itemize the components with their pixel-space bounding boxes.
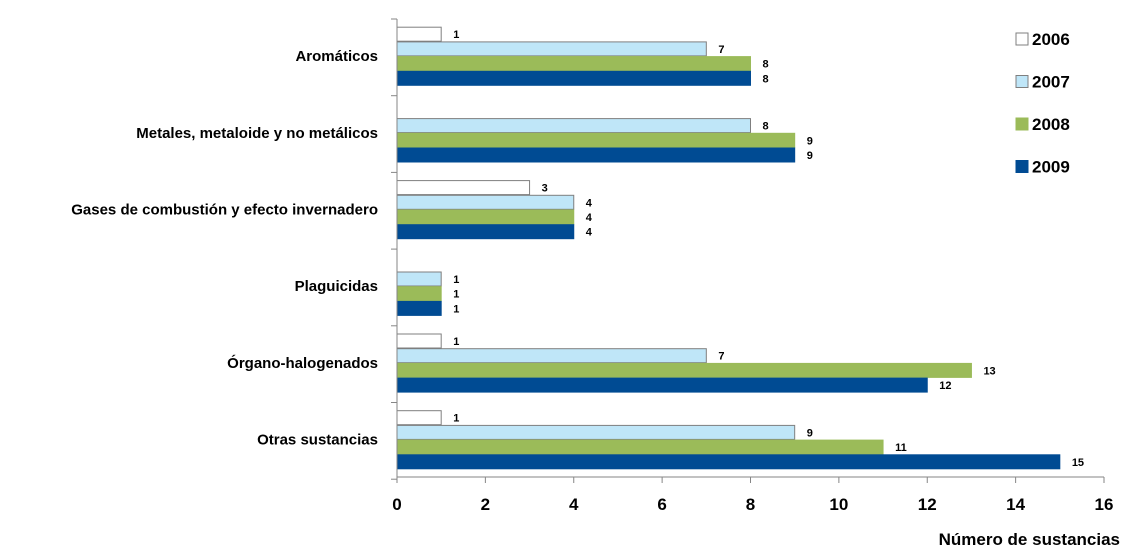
bar-gases-de-combustion-y-efecto-invernadero-2009: [396, 224, 575, 240]
data-label-otras-sustancias-2008: 11: [895, 442, 907, 454]
category-label-plaguicidas: Plaguicidas: [295, 278, 378, 295]
x-tick-label-12: 12: [918, 495, 937, 514]
bar-otras-sustancias-2006: [396, 410, 442, 426]
plot-area: 1 7 8 8 Aromáticos 8 9 9 Metales, metaloide y no…: [71, 18, 1114, 514]
category-label-aromaticos: Aromáticos: [295, 48, 378, 65]
data-label-gases-de-combustion-y-efecto-invernadero-2006: 3: [542, 183, 548, 195]
x-tick-label-8: 8: [746, 495, 755, 514]
bar-metales-metaloide-y-no-metalicos-2007: [396, 118, 751, 134]
bar-gases-de-combustion-y-efecto-invernadero-2007: [396, 194, 575, 210]
legend-swatch-2008: [1015, 117, 1029, 131]
x-tick-label-4: 4: [569, 495, 579, 514]
legend-label-2009: 2009: [1032, 158, 1070, 177]
data-label-gases-de-combustion-y-efecto-invernadero-2008: 4: [586, 212, 593, 224]
x-tick-label-2: 2: [481, 495, 490, 514]
bar-gases-de-combustion-y-efecto-invernadero-2008: [396, 209, 575, 225]
bar-aromaticos-2009: [396, 70, 751, 86]
bar-otras-sustancias-2007: [396, 424, 796, 440]
legend-label-2008: 2008: [1032, 115, 1070, 134]
bar-plaguicidas-2009: [396, 300, 442, 316]
bar-aromaticos-2007: [396, 41, 707, 57]
legend-swatch-2007: [1015, 75, 1029, 88]
data-label-aromaticos-2009: 8: [763, 73, 769, 85]
bar-metales-metaloide-y-no-metalicos-2009: [396, 147, 796, 163]
data-label-otras-sustancias-2006: 1: [453, 413, 459, 425]
legend-swatch-2009: [1015, 160, 1029, 173]
data-label-plaguicidas-2008: 1: [453, 289, 459, 301]
bar-plaguicidas-2008: [396, 286, 442, 302]
data-label-metales-metaloide-y-no-metalicos-2007: 8: [763, 121, 769, 133]
legend-swatch-2006: [1015, 32, 1029, 46]
legend: 2006 2007 2008 2009: [1015, 30, 1070, 177]
data-label-otras-sustancias-2009: 15: [1072, 457, 1084, 469]
data-label-organo-halogenados-2006: 1: [453, 336, 459, 348]
data-label-otras-sustancias-2007: 9: [807, 427, 813, 439]
x-tick-label-0: 0: [392, 495, 401, 514]
bar-otras-sustancias-2009: [396, 454, 1061, 470]
data-label-aromaticos-2006: 1: [453, 29, 459, 41]
legend-label-2007: 2007: [1032, 73, 1070, 92]
category-label-organo-halogenados: Órgano-halogenados: [227, 354, 378, 372]
data-label-organo-halogenados-2008: 13: [983, 365, 995, 377]
bar-organo-halogenados-2009: [396, 377, 928, 393]
bar-plaguicidas-2007: [396, 271, 442, 287]
bar-gases-de-combustion-y-efecto-invernadero-2006: [396, 180, 531, 196]
data-label-plaguicidas-2009: 1: [453, 303, 459, 315]
data-label-organo-halogenados-2007: 7: [718, 351, 724, 363]
data-label-organo-halogenados-2009: 12: [939, 380, 951, 392]
data-label-gases-de-combustion-y-efecto-invernadero-2009: 4: [586, 227, 593, 239]
data-label-gases-de-combustion-y-efecto-invernadero-2007: 4: [586, 197, 593, 209]
x-tick-label-6: 6: [657, 495, 666, 514]
bar-organo-halogenados-2007: [396, 348, 707, 364]
legend-label-2006: 2006: [1032, 30, 1070, 49]
data-label-aromaticos-2007: 7: [718, 44, 724, 56]
bar-organo-halogenados-2006: [396, 333, 442, 349]
category-label-gases-de-combustion-y-efecto-invernadero: Gases de combustión y efecto invernadero: [71, 202, 378, 219]
data-label-plaguicidas-2007: 1: [453, 274, 459, 286]
bar-otras-sustancias-2008: [396, 439, 884, 455]
bar-aromaticos-2006: [396, 26, 442, 42]
x-tick-label-10: 10: [829, 495, 848, 514]
data-label-metales-metaloide-y-no-metalicos-2009: 9: [807, 150, 813, 162]
bar-metales-metaloide-y-no-metalicos-2008: [396, 132, 796, 148]
category-label-metales-metaloide-y-no-metalicos: Metales, metaloide y no metálicos: [136, 125, 378, 142]
x-axis-title: Número de sustancias: [939, 530, 1120, 549]
x-tick-label-16: 16: [1095, 495, 1114, 514]
bar-aromaticos-2008: [396, 56, 751, 72]
data-label-aromaticos-2008: 8: [763, 59, 769, 71]
x-tick-label-14: 14: [1006, 495, 1025, 514]
data-label-metales-metaloide-y-no-metalicos-2008: 9: [807, 135, 813, 147]
bar-organo-halogenados-2008: [396, 362, 972, 378]
category-label-otras-sustancias: Otras sustancias: [257, 432, 378, 449]
